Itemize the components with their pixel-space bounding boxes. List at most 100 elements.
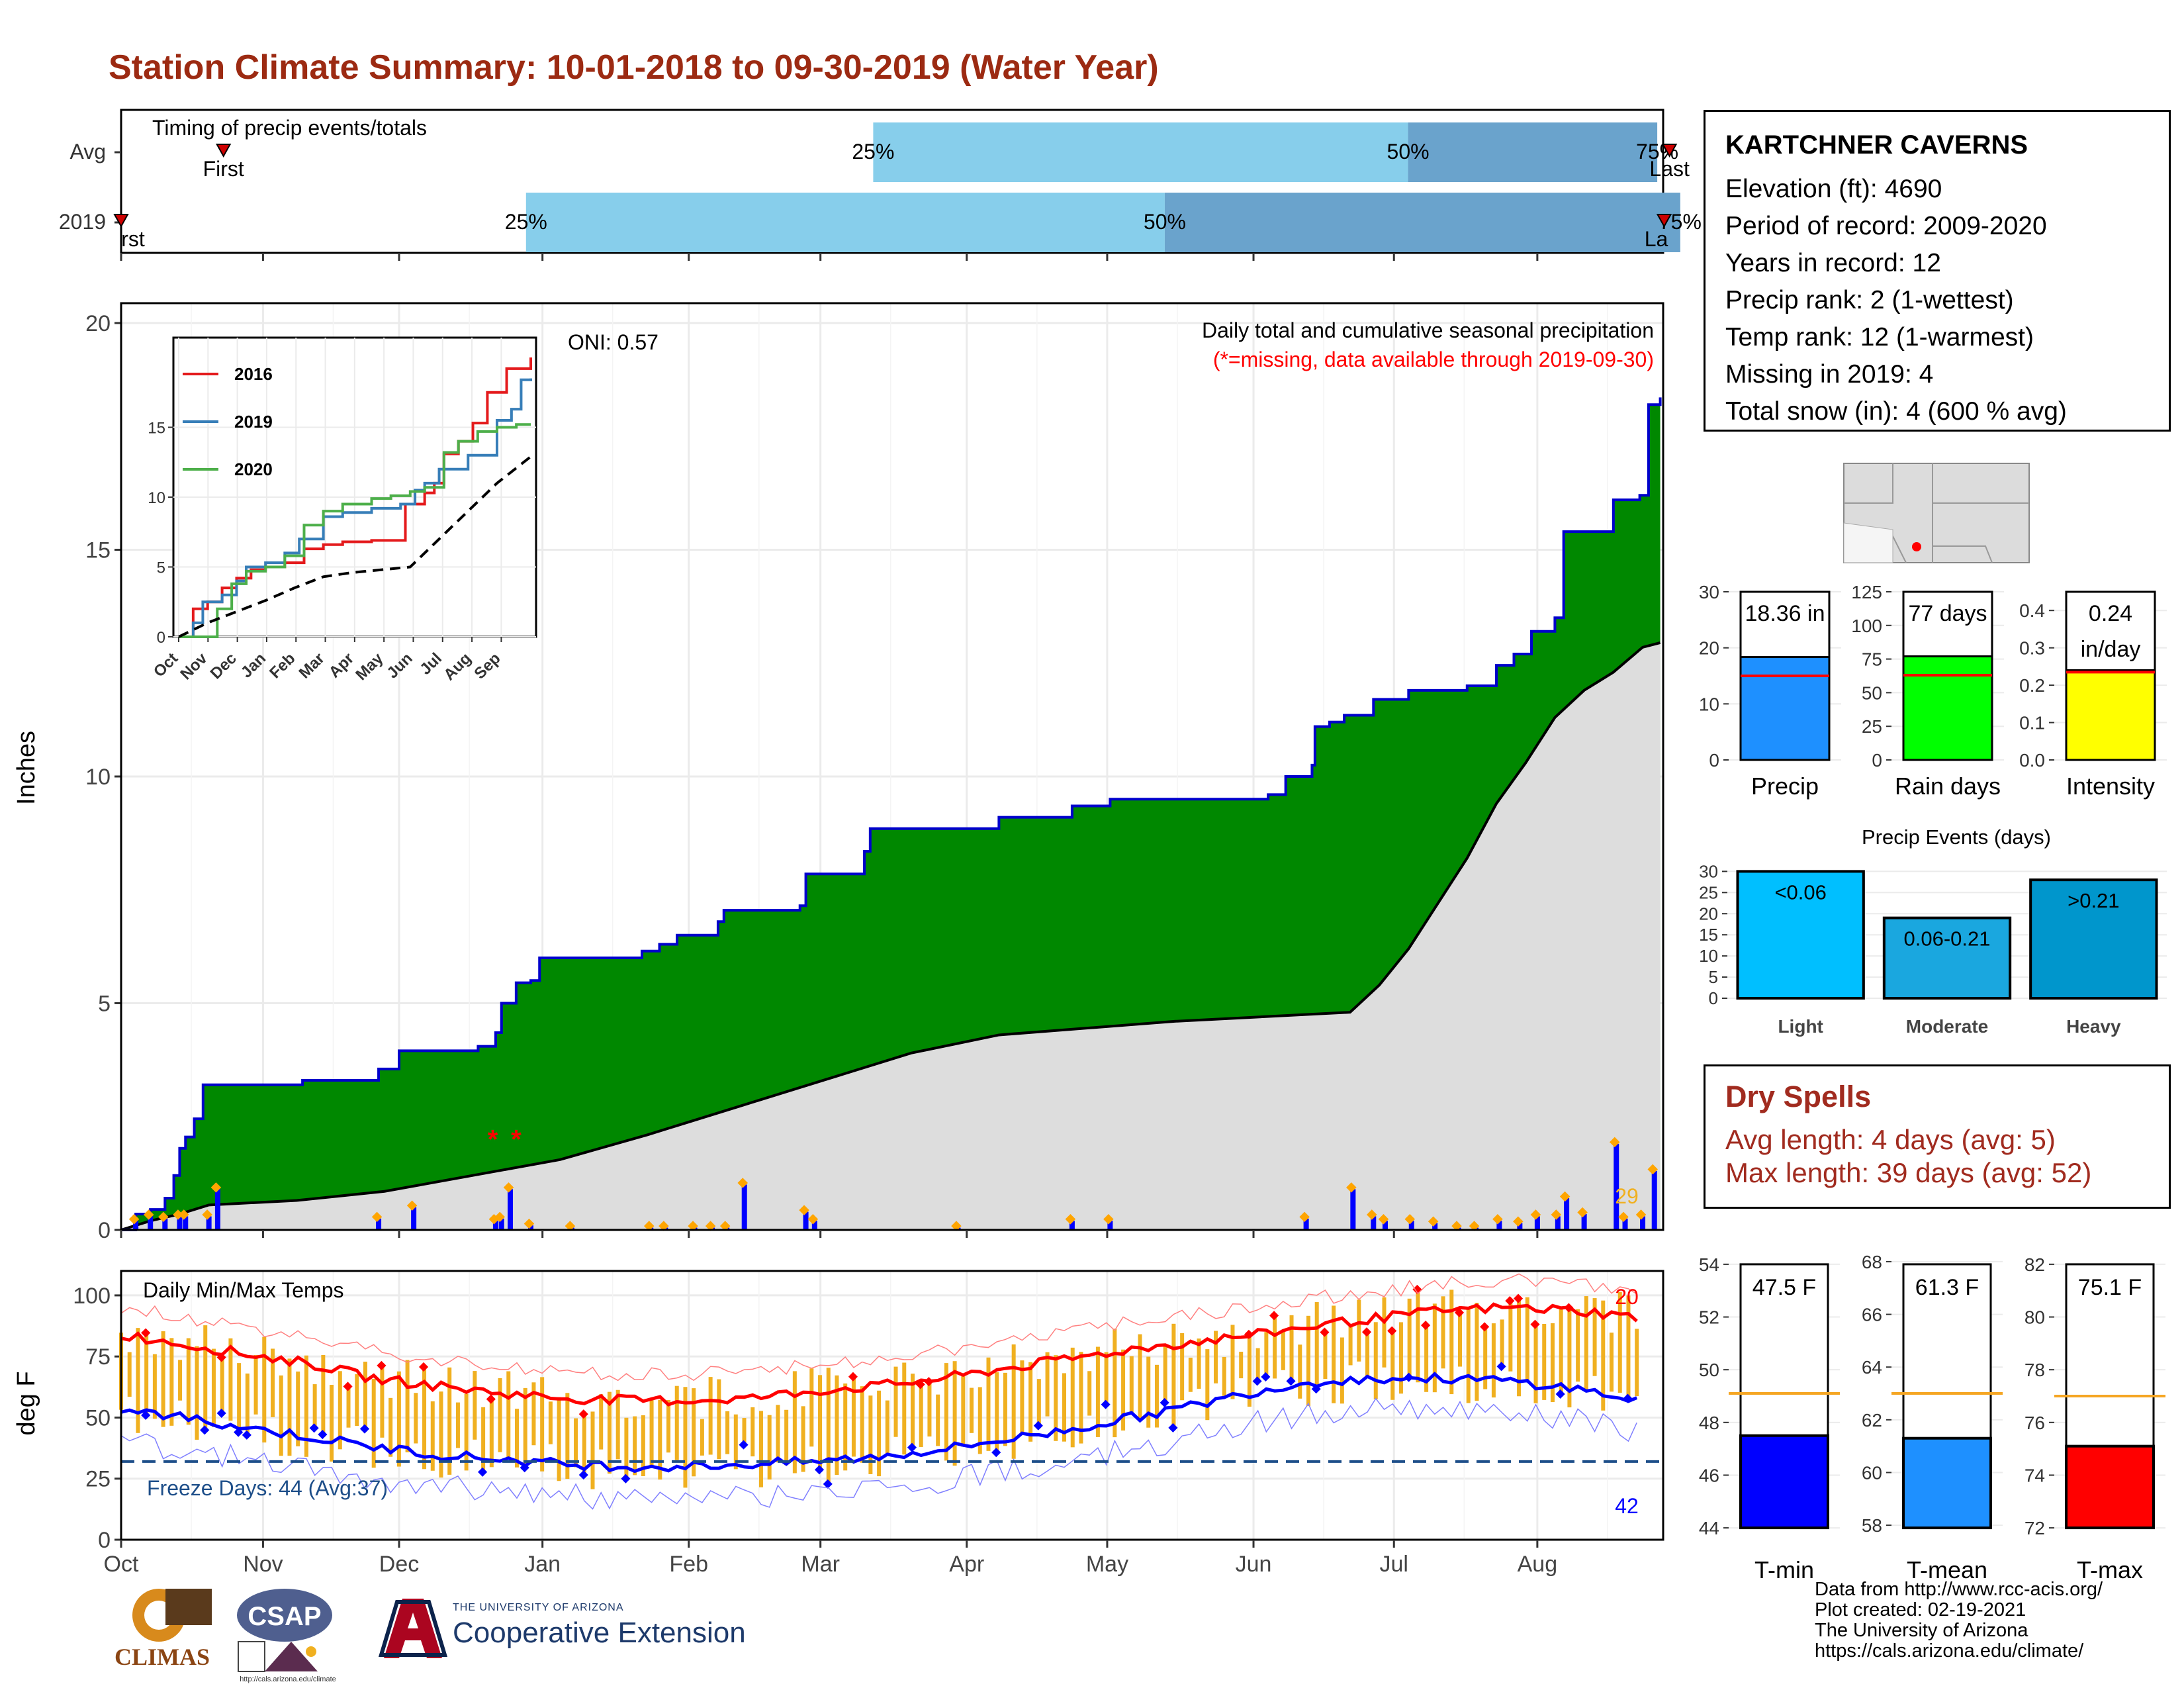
daily-temp-range-bar [641, 1415, 645, 1477]
daily-temp-range-bar [649, 1399, 654, 1468]
temps-title: Daily Min/Max Temps [143, 1278, 343, 1302]
inset-y-tick-label: 5 [157, 559, 165, 577]
y-tick-label: 10 [85, 765, 111, 790]
daily-temp-range-bar [1517, 1299, 1522, 1397]
daily-precip-bar [214, 1189, 220, 1230]
first-label: First [203, 157, 244, 181]
event-bar-label: 0.06-0.21 [1904, 927, 1991, 951]
daily-temp-range-bar [751, 1407, 755, 1457]
daily-temp-range-bar [338, 1371, 342, 1450]
tbar-y-tick-label: 58 [1862, 1515, 1882, 1536]
daily-temp-range-bar [1576, 1309, 1580, 1382]
missing-marker: * [488, 1125, 498, 1154]
csap-logo: CSAP http://cals.arizona.edu/climate [237, 1589, 336, 1683]
daily-temp-range-bar [1239, 1352, 1244, 1379]
month-label: Jul [1380, 1552, 1408, 1577]
summary-bar-Precip [1739, 656, 1831, 761]
daily-precip-marker [406, 1200, 418, 1211]
credit-line-univ: The University of Arizona [1815, 1620, 2028, 1641]
daily-temp-range-bar [330, 1385, 334, 1462]
temps-panel: 0 25 50 75 100 Daily Min/Max Temps Freeze Days… [13, 1270, 1664, 1577]
daily-temp-range-bar [995, 1372, 999, 1454]
daily-precip-bar [206, 1216, 212, 1230]
summary-y-tick-label: 125 [1851, 582, 1882, 602]
dry-spells-max: Max length: 39 days (avg: 52) [1725, 1157, 2092, 1188]
daily-precip-marker [1378, 1214, 1389, 1225]
tbar-category-label: T-min [1754, 1556, 1814, 1583]
daily-temp-range-bar [1255, 1348, 1260, 1382]
last-marker [1656, 214, 1672, 228]
daily-temp-range-bar [1357, 1299, 1361, 1362]
daily-precip-marker [799, 1205, 809, 1215]
daily-temp-range-bar [1188, 1357, 1193, 1392]
daily-temp-range-bar [455, 1402, 460, 1448]
daily-temp-range-bar [910, 1374, 915, 1448]
svg-text:http://cals.arizona.edu/climat: http://cals.arizona.edu/climate [240, 1675, 336, 1683]
daily-precip-marker [173, 1209, 183, 1220]
daily-temp-range-bar [784, 1409, 789, 1466]
daily-precip-marker [202, 1209, 212, 1220]
precip-panel: 0 5 10 15 20 * * Daily total and cumulative sea… [13, 302, 1664, 1243]
page-title: Station Climate Summary: 10-01-2018 to 0… [109, 48, 1159, 87]
daily-temp-range-bar [1113, 1329, 1117, 1438]
tbar-value-label: 75.1 F [2078, 1275, 2142, 1300]
daily-temp-range-bar [615, 1389, 620, 1460]
month-label: Nov [243, 1552, 283, 1577]
oni-label: ONI: 0.57 [568, 330, 659, 354]
precip-annotation: Daily total and cumulative seasonal prec… [1202, 318, 1654, 342]
daily-temp-range-bar [1163, 1344, 1167, 1403]
daily-temp-range-bar [624, 1417, 629, 1479]
daily-temp-range-bar [1449, 1289, 1454, 1395]
daily-precip-marker [1618, 1211, 1629, 1223]
event-category-label: Light [1778, 1016, 1823, 1037]
tbar-t-max [2065, 1444, 2155, 1530]
daily-temp-range-bar [1407, 1298, 1412, 1378]
daily-temp-range-bar [548, 1401, 553, 1444]
inset-y-tick-label: 10 [148, 489, 165, 507]
daily-precip-bar [1107, 1221, 1113, 1230]
daily-temp-range-bar [1483, 1327, 1488, 1389]
summary-y-tick-label: 0 [1872, 750, 1882, 771]
daily-precip-bar [811, 1221, 817, 1230]
daily-temp-range-bar [1533, 1325, 1538, 1403]
daily-temp-range-bar [514, 1409, 519, 1468]
daily-temp-range-bar [447, 1367, 452, 1475]
daily-temp-range-bar [1264, 1332, 1269, 1378]
daily-temp-range-bar [1584, 1296, 1588, 1391]
avg-min-line [120, 1372, 1638, 1474]
timing-pct-label: 50% [1387, 140, 1430, 164]
temps-y-tick-label: 75 [85, 1344, 111, 1370]
daily-temp-range-bar [1298, 1344, 1302, 1399]
daily-temp-range-bar [1601, 1300, 1606, 1411]
tbar-y-tick-label: 60 [1862, 1462, 1882, 1483]
daily-temp-range-bar [1559, 1308, 1563, 1395]
daily-precip-marker [210, 1182, 222, 1193]
summary-y-tick-label: 75 [1862, 649, 1882, 670]
daily-temp-range-bar [1382, 1297, 1387, 1368]
daily-precip-bar [1614, 1143, 1619, 1230]
daily-precip-bar [411, 1207, 417, 1230]
events-y-tick-label: 15 [1699, 925, 1718, 945]
timing-row-label: Avg [69, 140, 106, 164]
daily-temp-range-bar [1154, 1364, 1159, 1428]
daily-temp-range-bar [902, 1362, 907, 1455]
daily-precip-marker [1103, 1214, 1114, 1225]
summary-y-tick-label: 25 [1862, 716, 1882, 737]
daily-temp-range-bar [1138, 1334, 1142, 1419]
daily-temp-range-bar [169, 1338, 174, 1426]
daily-precip-bar [1640, 1216, 1646, 1230]
daily-temp-range-bar [203, 1325, 208, 1431]
daily-temp-range-bar [919, 1385, 923, 1447]
daily-temp-range-bar [481, 1407, 486, 1473]
daily-precip-marker [158, 1211, 169, 1223]
daily-temp-range-bar [1550, 1323, 1555, 1402]
daily-precip-bar [1069, 1221, 1075, 1230]
ua-wordmark: THE UNIVERSITY OF ARIZONA Cooperative Ex… [453, 1602, 746, 1650]
daily-temp-range-bar [708, 1377, 713, 1455]
last-marker [1661, 144, 1678, 158]
daily-temp-range-bar [414, 1393, 418, 1444]
tbar-y-tick-label: 54 [1699, 1254, 1719, 1275]
inset-y-tick-label: 15 [148, 420, 165, 438]
daily-temp-range-bar [296, 1371, 300, 1446]
